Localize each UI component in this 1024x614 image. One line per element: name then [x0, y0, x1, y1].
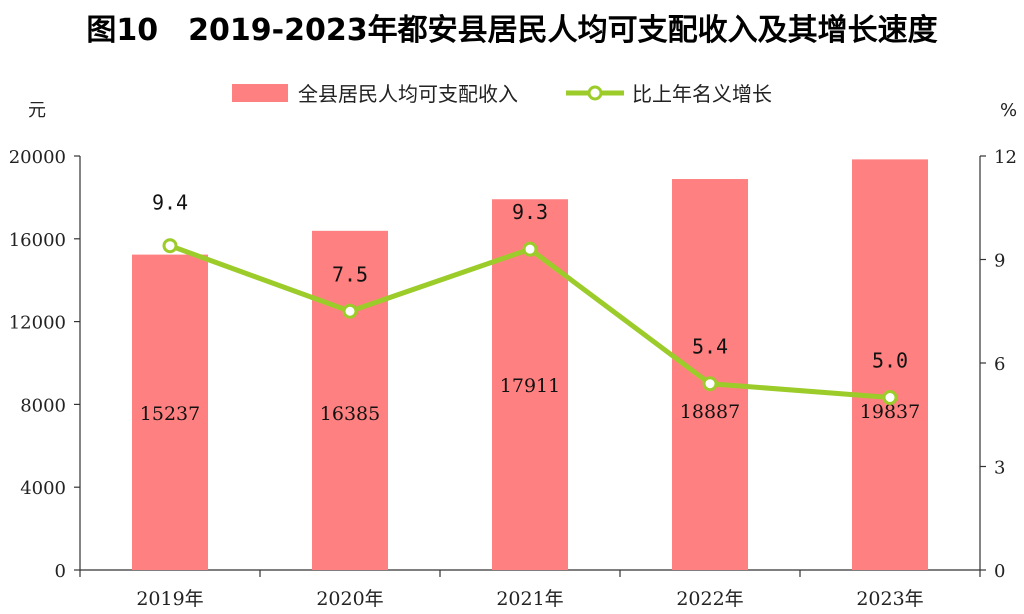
bars	[132, 159, 928, 571]
bar-value-label: 18887	[680, 401, 740, 423]
legend-line-marker	[587, 85, 603, 101]
category-label: 2021年	[496, 588, 563, 610]
category-label: 2022年	[676, 588, 743, 610]
legend-line-label: 比上年名义增长	[632, 82, 772, 106]
left-tick-label: 8000	[20, 395, 66, 416]
growth-point	[522, 241, 538, 257]
chart-title: 图10 2019-2023年都安县居民人均可支配收入及其增长速度	[86, 13, 937, 48]
right-axis-ticks: 0 3 6 9 12	[980, 147, 1017, 582]
bar-value-label: 17911	[500, 375, 560, 397]
growth-point	[342, 303, 358, 319]
right-tick-label: 3	[994, 458, 1005, 479]
bar-value-label: 19837	[860, 401, 920, 423]
growth-point	[162, 238, 178, 254]
right-tick-label: 0	[994, 561, 1005, 582]
right-tick-label: 9	[994, 251, 1005, 272]
category-label: 2020年	[316, 588, 383, 610]
bar	[492, 199, 568, 570]
left-axis-unit: 元	[28, 100, 46, 121]
bar	[672, 179, 748, 570]
bar-labels: 15237 16385 17911 18887 19837	[140, 375, 920, 425]
bar-value-label: 15237	[140, 403, 200, 425]
growth-value-label: 9.4	[152, 191, 188, 215]
left-tick-label: 0	[55, 561, 66, 582]
bar-value-label: 16385	[320, 403, 380, 425]
category-label: 2019年	[136, 588, 203, 610]
growth-point	[702, 376, 718, 392]
left-tick-label: 20000	[9, 147, 66, 168]
right-tick-label: 6	[994, 354, 1005, 375]
point-labels: 9.4 7.5 9.3 5.4 5.0	[152, 191, 908, 373]
right-tick-label: 12	[994, 147, 1017, 168]
bar	[852, 159, 928, 571]
legend: 全县居民人均可支配收入 比上年名义增长	[232, 82, 772, 106]
bar	[132, 254, 208, 570]
left-tick-label: 4000	[20, 478, 66, 499]
growth-line	[162, 238, 898, 405]
growth-value-label: 5.0	[872, 349, 908, 373]
legend-bar-label: 全县居民人均可支配收入	[298, 82, 518, 106]
growth-value-label: 7.5	[332, 262, 368, 286]
growth-value-label: 9.3	[512, 200, 548, 224]
left-tick-label: 12000	[9, 313, 66, 334]
growth-point	[882, 390, 898, 405]
category-label: 2023年	[856, 588, 923, 610]
category-labels: 2019年 2020年 2021年 2022年 2023年	[136, 588, 923, 610]
bar	[312, 230, 388, 570]
left-axis-ticks: 0 4000 8000 12000 16000 20000	[9, 147, 80, 582]
legend-bar-swatch	[232, 84, 288, 102]
growth-value-label: 5.4	[692, 335, 728, 359]
left-tick-label: 16000	[9, 230, 66, 251]
right-axis-unit: %	[1000, 100, 1017, 121]
